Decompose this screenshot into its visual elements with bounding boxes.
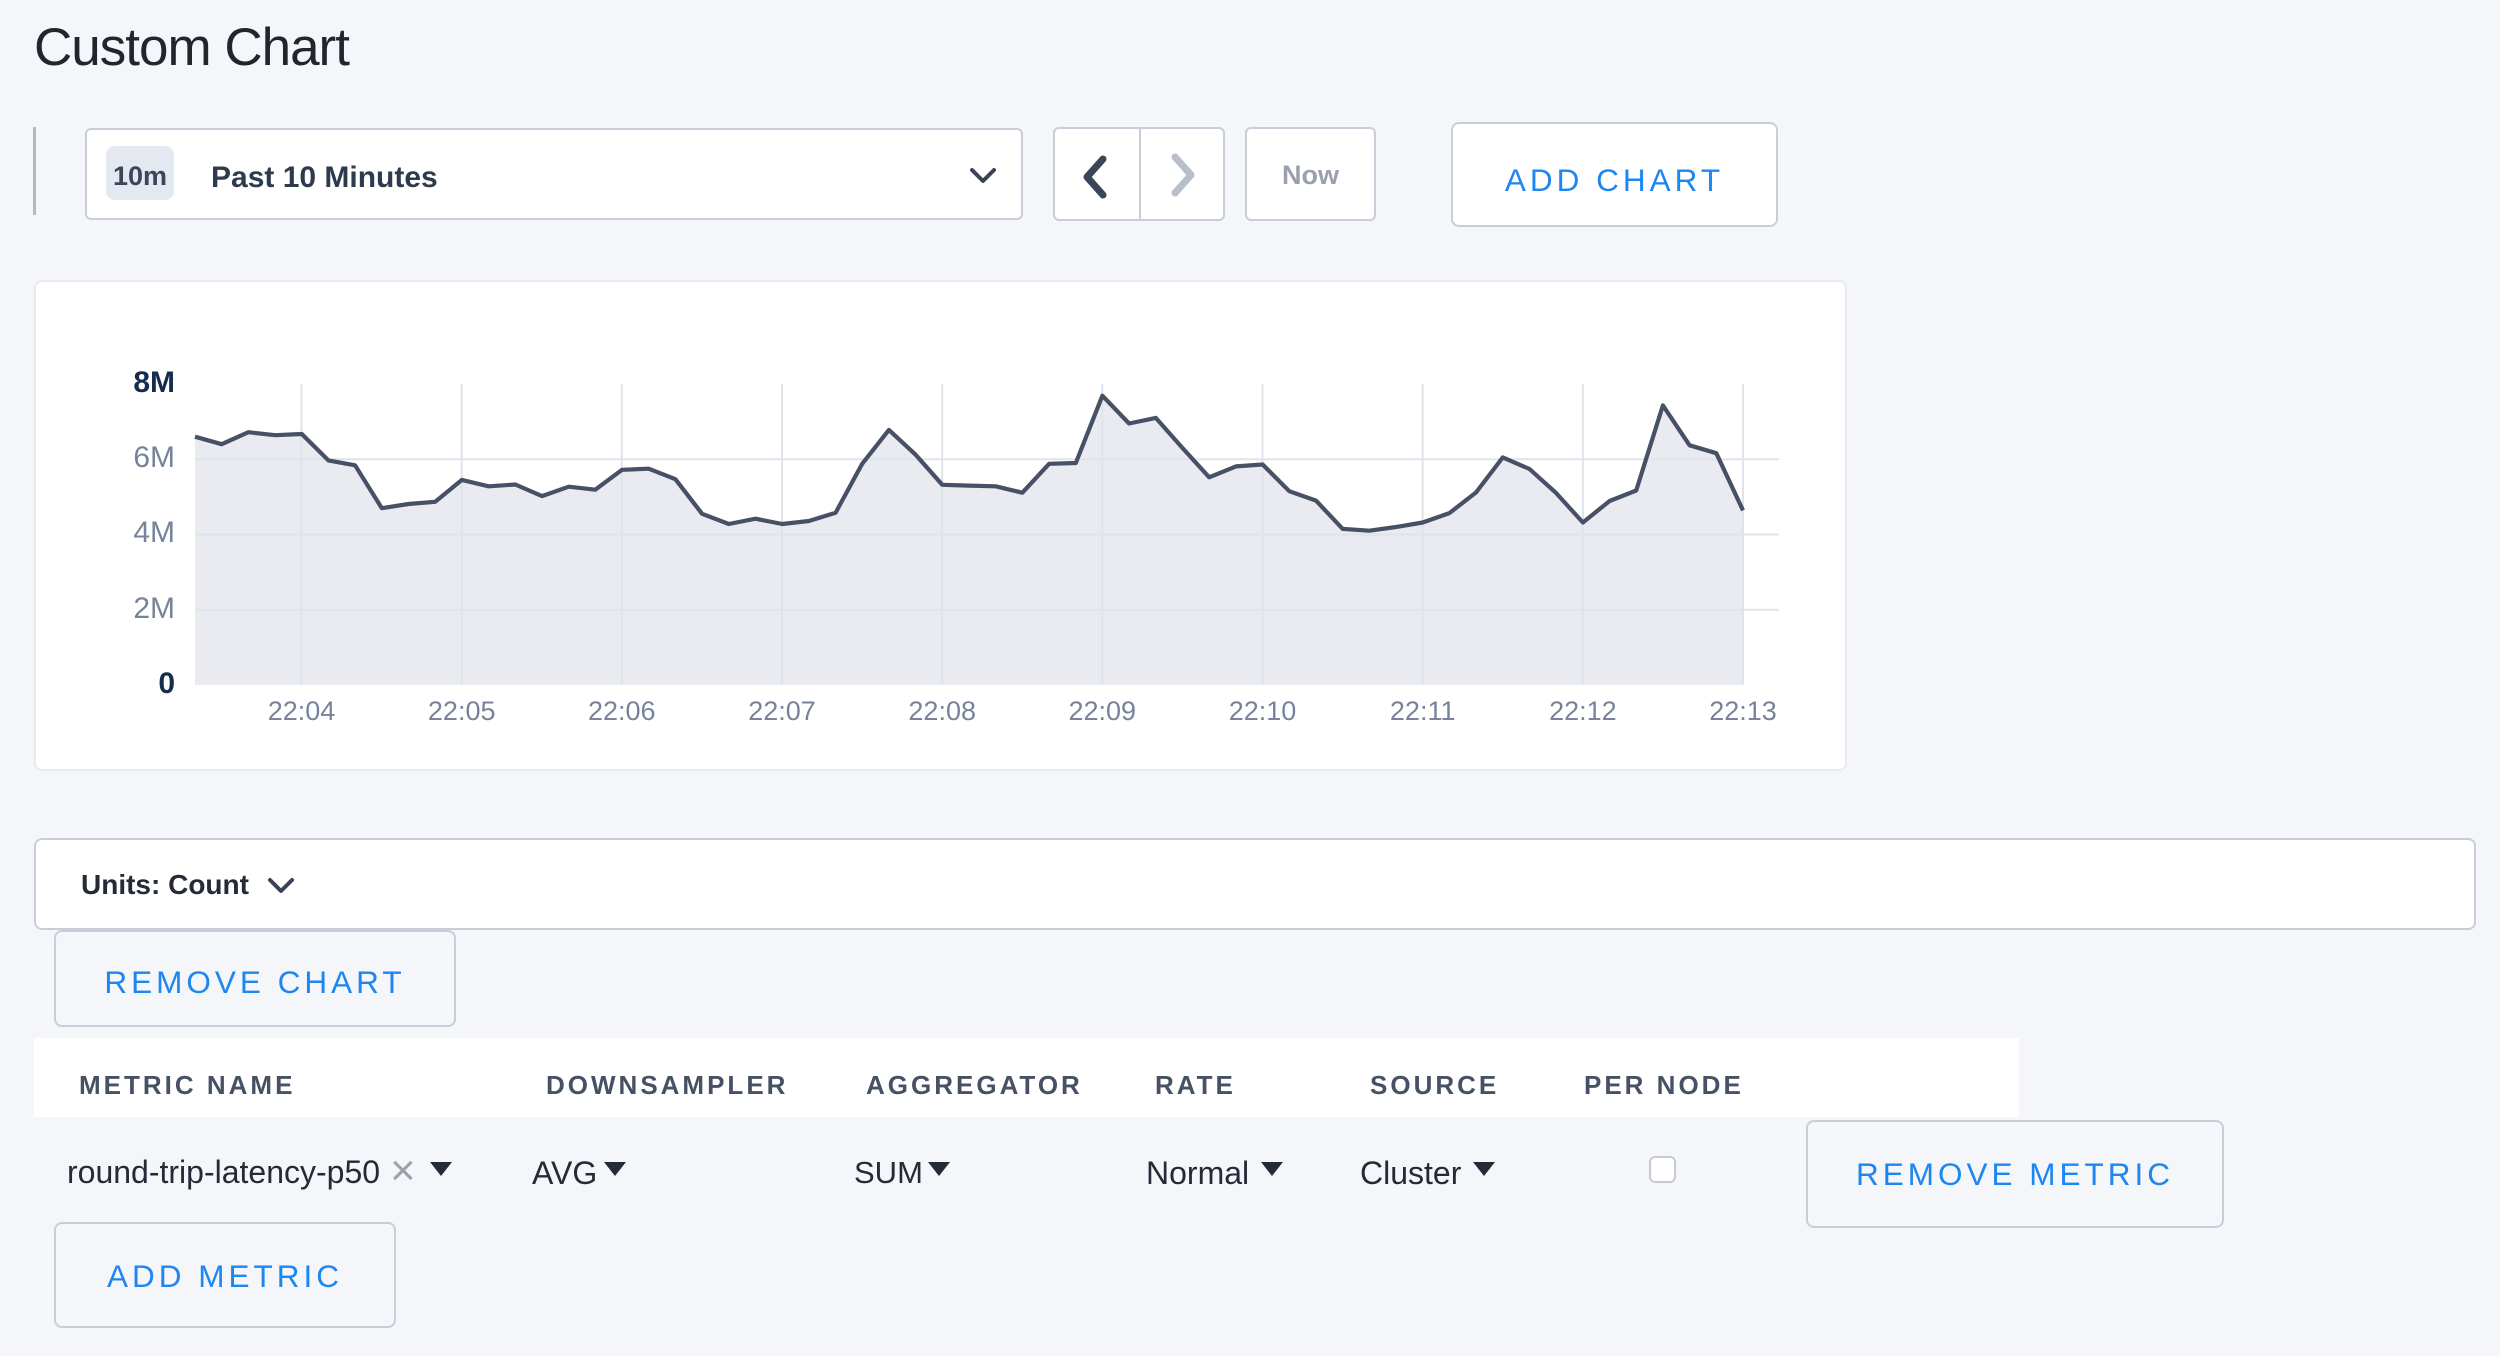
svg-text:22:04: 22:04 [268, 696, 336, 726]
svg-text:22:06: 22:06 [588, 696, 656, 726]
svg-text:22:11: 22:11 [1390, 696, 1456, 726]
svg-text:22:09: 22:09 [1069, 696, 1137, 726]
svg-text:2M: 2M [133, 592, 175, 625]
svg-text:22:08: 22:08 [908, 696, 976, 726]
svg-text:4M: 4M [133, 516, 175, 549]
svg-text:0: 0 [158, 667, 175, 700]
svg-text:8M: 8M [133, 366, 175, 399]
svg-text:22:10: 22:10 [1229, 696, 1297, 726]
svg-text:6M: 6M [133, 441, 175, 474]
svg-text:22:05: 22:05 [428, 696, 496, 726]
svg-text:22:12: 22:12 [1549, 696, 1617, 726]
svg-text:22:07: 22:07 [748, 696, 816, 726]
svg-text:22:13: 22:13 [1709, 696, 1777, 726]
